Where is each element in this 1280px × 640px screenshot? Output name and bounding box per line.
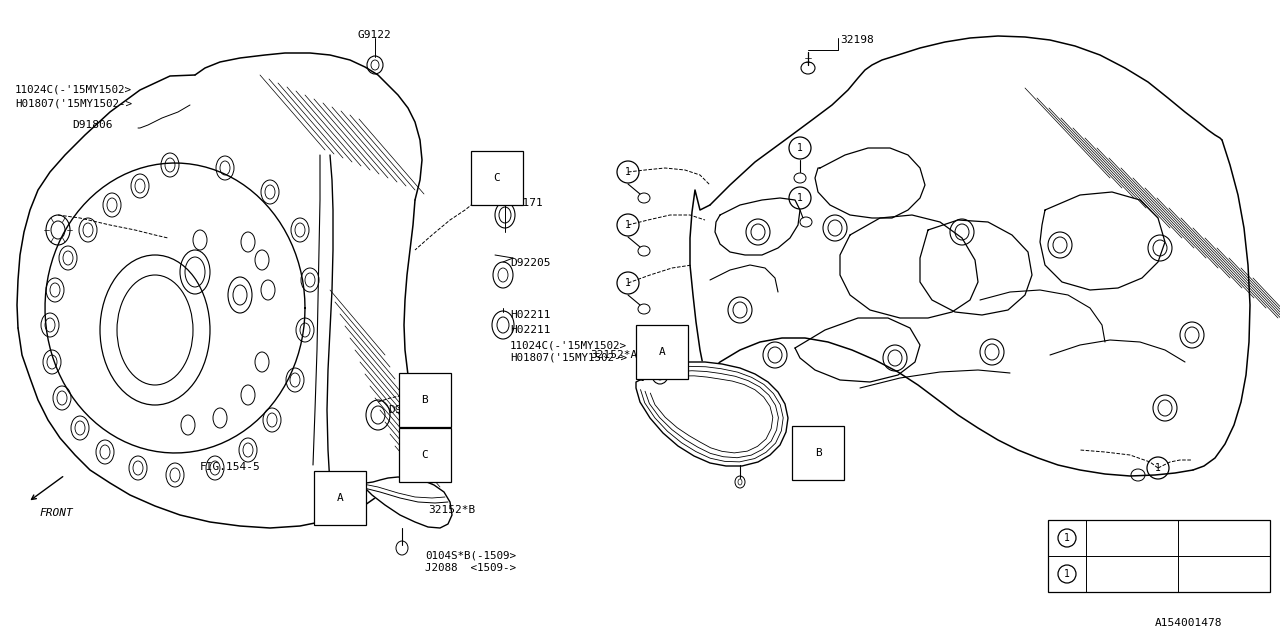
Text: 1: 1 bbox=[625, 220, 631, 230]
Text: A: A bbox=[659, 347, 666, 357]
Text: 1: 1 bbox=[625, 278, 631, 288]
Text: B: B bbox=[814, 448, 822, 458]
Text: C: C bbox=[421, 450, 429, 460]
Text: 11024C(-'15MY1502>: 11024C(-'15MY1502> bbox=[15, 85, 132, 95]
Text: 1: 1 bbox=[1064, 533, 1070, 543]
Text: 1: 1 bbox=[1155, 463, 1161, 473]
Text: D92205: D92205 bbox=[509, 258, 550, 268]
Text: H01807('15MY1502->: H01807('15MY1502-> bbox=[15, 98, 132, 108]
Text: 32152*A: 32152*A bbox=[590, 350, 637, 360]
Text: FIG.154-5: FIG.154-5 bbox=[200, 462, 261, 472]
Text: <1509- ): <1509- ) bbox=[1181, 564, 1236, 574]
Polygon shape bbox=[352, 477, 452, 528]
Text: 32198: 32198 bbox=[840, 35, 874, 45]
Text: 32152*B: 32152*B bbox=[428, 505, 475, 515]
Text: 1: 1 bbox=[625, 167, 631, 177]
Polygon shape bbox=[636, 362, 788, 466]
Text: A: A bbox=[337, 493, 343, 503]
Text: 1: 1 bbox=[1064, 569, 1070, 579]
Text: 0104S*B(-1509>: 0104S*B(-1509> bbox=[425, 550, 516, 560]
Text: D91806: D91806 bbox=[388, 405, 429, 415]
Text: 1: 1 bbox=[797, 193, 803, 203]
Bar bbox=[1048, 520, 1270, 592]
Text: H01807('15MY1502->: H01807('15MY1502-> bbox=[509, 353, 627, 363]
Text: G9171: G9171 bbox=[509, 198, 544, 208]
Text: J2088  <1509->: J2088 <1509-> bbox=[425, 563, 516, 573]
Text: J20635: J20635 bbox=[1091, 564, 1130, 574]
Text: ( -1509): ( -1509) bbox=[1181, 528, 1236, 538]
Text: G9122: G9122 bbox=[357, 30, 390, 40]
Text: D91806: D91806 bbox=[72, 120, 113, 130]
Text: H02211: H02211 bbox=[509, 325, 550, 335]
Text: J60697: J60697 bbox=[1091, 528, 1130, 538]
Text: 11024C(-'15MY1502>: 11024C(-'15MY1502> bbox=[509, 340, 627, 350]
Text: 1: 1 bbox=[797, 143, 803, 153]
Text: FRONT: FRONT bbox=[40, 508, 74, 518]
Text: H02211: H02211 bbox=[509, 310, 550, 320]
Text: C: C bbox=[494, 173, 500, 183]
Text: B: B bbox=[421, 395, 429, 405]
Text: A154001478: A154001478 bbox=[1155, 618, 1222, 628]
